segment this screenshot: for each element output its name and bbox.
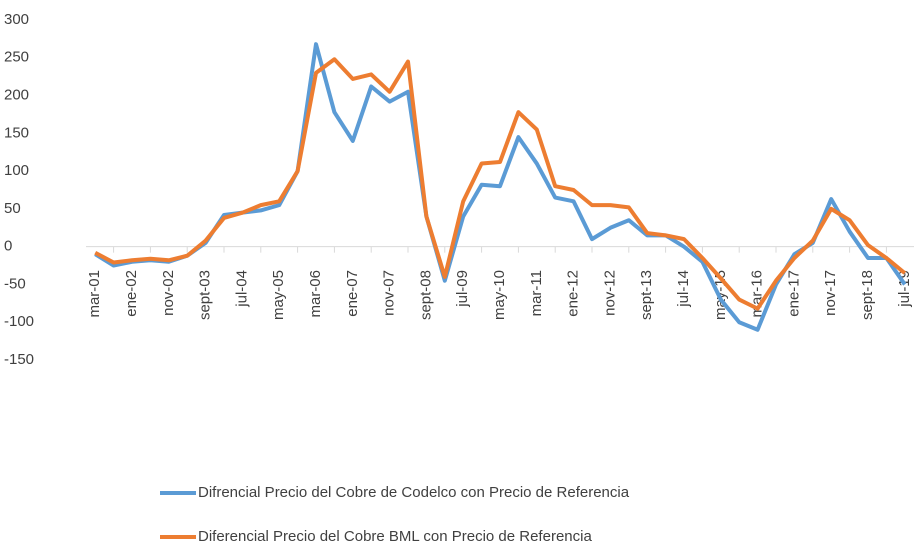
x-tick-label: sept-13	[638, 270, 655, 320]
x-tick-label: jul-09	[454, 270, 471, 308]
x-tick-label: sept-03	[197, 270, 214, 320]
x-tick-label: ene-12	[565, 270, 582, 317]
x-tick-label: may-05	[270, 270, 287, 320]
y-tick-label: 150	[4, 124, 29, 141]
x-tick-label: jul-04	[233, 270, 250, 308]
y-tick-label: 300	[4, 11, 29, 28]
x-tick-label: sept-08	[417, 270, 434, 320]
x-tick-label: may-10	[491, 270, 508, 320]
x-tick-label: ene-17	[785, 270, 802, 317]
y-tick-label: 200	[4, 87, 29, 104]
y-tick-label: -100	[4, 313, 34, 330]
legend-label: Difrencial Precio del Cobre de Codelco c…	[198, 484, 630, 501]
y-tick-label: 250	[4, 49, 29, 66]
x-tick-label: nov-12	[601, 270, 618, 316]
y-tick-label: 0	[4, 238, 12, 255]
y-tick-label: -150	[4, 351, 34, 368]
y-tick-label: 50	[4, 200, 21, 217]
legend-label: Diferencial Precio del Cobre BML con Pre…	[198, 528, 592, 544]
x-tick-label: nov-07	[381, 270, 398, 316]
x-tick-label: mar-06	[307, 270, 324, 318]
y-tick-label: 100	[4, 162, 29, 179]
x-tick-label: mar-01	[86, 270, 103, 318]
x-tick-label: mar-11	[528, 270, 545, 316]
x-tick-label: ene-07	[344, 270, 361, 317]
x-tick-label: nov-02	[160, 270, 177, 316]
x-tick-label: sept-18	[859, 270, 876, 320]
y-tick-label: -50	[4, 275, 26, 292]
series-line	[94, 57, 907, 311]
x-tick-label: ene-02	[123, 270, 140, 317]
x-tick-label: nov-17	[822, 270, 839, 316]
x-tick-label: jul-14	[675, 270, 692, 308]
